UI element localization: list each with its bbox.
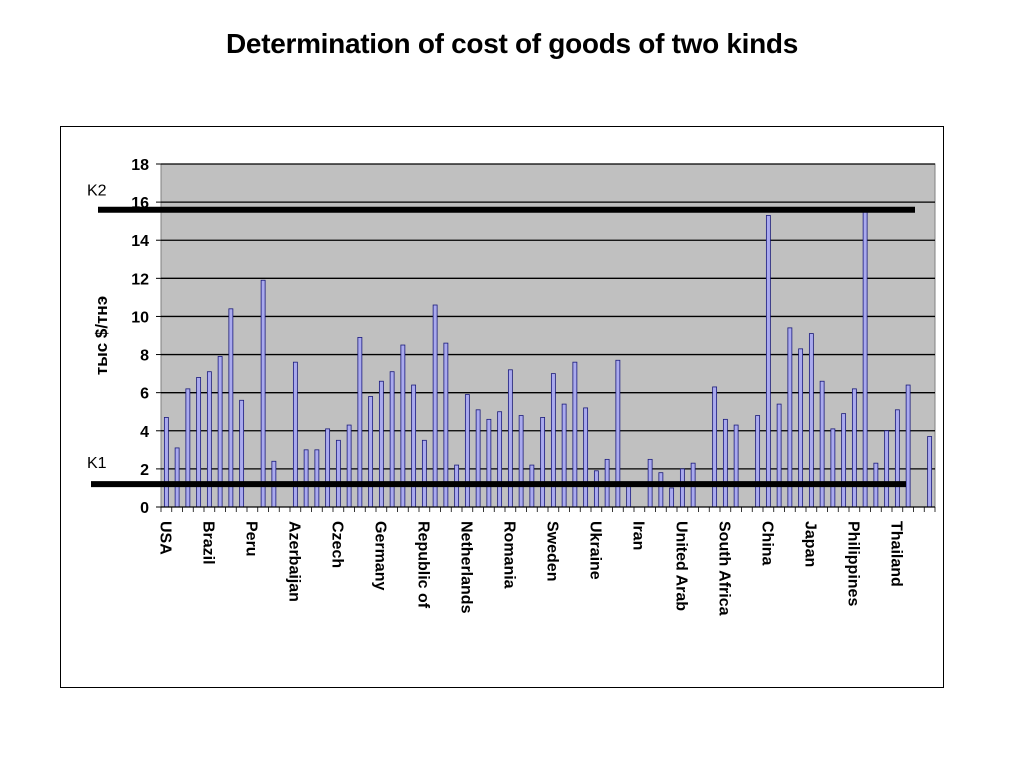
- bar: [260, 279, 266, 508]
- bar: [335, 439, 341, 508]
- bar: [325, 428, 331, 508]
- bar: [497, 411, 503, 508]
- bar: [239, 399, 245, 508]
- bar: [733, 424, 739, 508]
- bar: [368, 396, 374, 508]
- bar: [894, 409, 900, 508]
- x-category-label: Philippines: [844, 521, 861, 606]
- x-category-label: Republic of: [414, 521, 431, 609]
- x-category-label: Brazil: [199, 521, 216, 565]
- bar: [486, 418, 492, 508]
- bar: [163, 417, 169, 508]
- x-category-label: Romania: [500, 521, 517, 589]
- y-tick-label: 14: [131, 233, 149, 250]
- chart-frame: 0 2 4 6 8 10 12 14 16 18 тыс $/тнэ USA Brazil Peru Aze…: [60, 126, 944, 688]
- bar: [303, 449, 309, 508]
- bar: [862, 211, 868, 508]
- bar: [378, 380, 384, 508]
- y-tick-label: 6: [140, 386, 149, 403]
- bar: [593, 470, 599, 508]
- x-category-label: Germany: [371, 521, 388, 590]
- reference-label-k1: K1: [87, 455, 107, 472]
- reference-label-k2: K2: [87, 183, 107, 200]
- bar: [819, 380, 825, 508]
- bar: [927, 436, 933, 508]
- y-tick-label: 2: [140, 462, 149, 479]
- bar: [314, 449, 320, 508]
- bar: [669, 487, 675, 508]
- y-axis-label: тыс $/тнэ: [92, 296, 111, 375]
- x-category-label: Azerbaijan: [285, 521, 302, 602]
- bar: [679, 468, 685, 508]
- bar: [196, 377, 202, 508]
- bar: [626, 485, 632, 508]
- x-category-label: China: [758, 521, 775, 566]
- bar: [808, 333, 814, 508]
- y-tick-label: 18: [131, 157, 149, 174]
- bar: [658, 472, 664, 508]
- bar: [841, 413, 847, 508]
- bar: [518, 415, 524, 508]
- x-category-label: Netherlands: [457, 521, 474, 614]
- y-tick-label: 4: [140, 424, 149, 441]
- bar: [540, 417, 546, 508]
- y-tick-label: 12: [131, 271, 149, 288]
- bar: [884, 430, 890, 508]
- bar: [712, 386, 718, 508]
- bar: [174, 447, 180, 508]
- bar: [185, 388, 191, 508]
- y-tick-label: 10: [131, 309, 149, 326]
- bar: [765, 215, 771, 508]
- bar: [346, 424, 352, 508]
- x-category-label: Peru: [242, 521, 259, 557]
- bar: [851, 388, 857, 508]
- bar: [464, 394, 470, 508]
- x-category-label: Thailand: [887, 521, 904, 587]
- bar: [411, 384, 417, 508]
- bar: [475, 409, 481, 508]
- x-category-label: Japan: [801, 521, 818, 567]
- bar: [776, 403, 782, 508]
- bar: [432, 304, 438, 508]
- slide-title: Determination of cost of goods of two ki…: [226, 28, 798, 59]
- x-category-label: South Africa: [715, 521, 732, 616]
- bar: [787, 327, 793, 508]
- bar: [228, 308, 234, 508]
- plot-area: [160, 163, 936, 508]
- bar: [421, 439, 427, 508]
- x-category-label: Sweden: [543, 521, 560, 581]
- bar: [830, 428, 836, 508]
- bar: [722, 418, 728, 508]
- y-tick-label: 0: [140, 500, 149, 517]
- y-tick-label: 8: [140, 348, 149, 365]
- x-category-label: USA: [156, 521, 173, 555]
- x-category-label: Ukraine: [586, 521, 603, 580]
- x-category-label: Czech: [328, 521, 345, 568]
- bar: [561, 403, 567, 508]
- x-category-label: Iran: [629, 521, 646, 550]
- bar: [905, 384, 911, 508]
- bar: [755, 415, 761, 508]
- bar: [583, 407, 589, 508]
- x-category-label: United Arab: [672, 521, 689, 611]
